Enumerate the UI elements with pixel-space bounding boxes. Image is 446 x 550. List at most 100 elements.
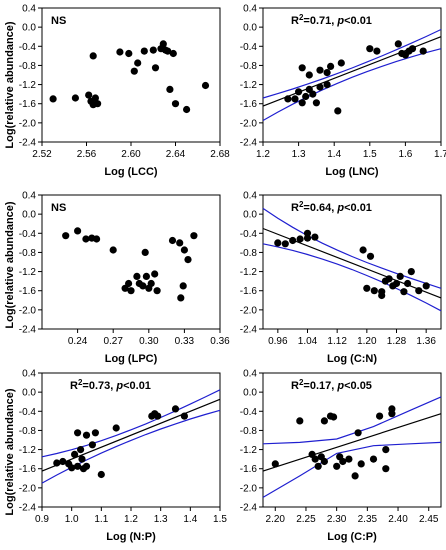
y-axis-label-middle: Log(relative abundance): [4, 201, 16, 328]
y-tick-label: -1.6: [240, 286, 258, 297]
ci-upper-line: [41, 389, 221, 458]
data-point: [180, 412, 188, 420]
data-point: [171, 405, 180, 413]
y-axis-label-top: Log(relative abundance): [4, 21, 16, 148]
data-point: [359, 246, 367, 254]
data-point: [296, 417, 304, 425]
data-point: [284, 95, 292, 103]
data-point: [327, 62, 335, 70]
x-tick-label: 2.35: [358, 514, 378, 525]
x-axis-label: Log (C:N): [327, 353, 377, 365]
y-tick-label: -0.8: [19, 61, 37, 72]
data-point: [68, 464, 76, 472]
x-axis-label: Log (LCC): [104, 166, 157, 178]
plot-frame: [41, 194, 221, 330]
data-point: [168, 236, 177, 245]
data-point: [309, 90, 317, 98]
y-tick-label: 0.0: [22, 23, 36, 34]
ci-lower-line: [41, 409, 221, 484]
x-tick-label: 1.2: [124, 514, 138, 525]
data-point: [153, 287, 161, 295]
ci-upper-line: [262, 396, 442, 445]
y-tick-label: -1.2: [240, 267, 258, 278]
ci-upper-line: [262, 207, 442, 289]
y-tick-label: -0.8: [240, 426, 258, 437]
y-tick-label: -2.4: [19, 325, 37, 336]
data-point: [274, 239, 282, 247]
x-tick-label: 2.25: [296, 514, 316, 525]
data-point: [190, 232, 198, 240]
data-point: [351, 472, 359, 480]
data-point: [134, 59, 142, 67]
data-point: [373, 47, 381, 55]
data-point: [370, 287, 378, 295]
data-point: [71, 450, 79, 458]
ci-lower-line: [262, 441, 442, 498]
y-tick-label: -2.0: [19, 483, 37, 494]
data-point: [408, 45, 417, 53]
data-point: [394, 40, 402, 48]
annotation-r2: R2=0.71, p<0.01: [291, 13, 372, 27]
annotation-ns: NS: [51, 15, 66, 27]
data-point: [330, 413, 338, 421]
data-point: [78, 455, 86, 463]
data-point: [151, 270, 159, 278]
x-tick-label: 1.20: [357, 336, 377, 347]
data-point: [82, 431, 91, 439]
y-tick-label: -2.0: [240, 118, 258, 129]
y-tick-label: -0.8: [19, 248, 37, 259]
y-tick-label: -1.2: [19, 445, 37, 456]
data-point: [289, 236, 297, 245]
x-tick-label: 0.27: [103, 336, 123, 347]
data-point: [74, 462, 82, 470]
data-point: [183, 105, 191, 114]
data-point: [77, 446, 85, 454]
annotation-r2: R2=0.73, p<0.01: [70, 378, 151, 392]
data-point: [125, 279, 133, 288]
y-tick-label: -2.4: [240, 503, 258, 514]
data-point: [303, 229, 312, 237]
data-point: [415, 287, 423, 295]
y-tick-label: -2.4: [19, 503, 37, 514]
data-point: [116, 48, 124, 56]
data-point: [147, 279, 155, 288]
data-point: [177, 294, 185, 302]
data-point: [97, 470, 105, 479]
data-point: [49, 95, 57, 103]
data-point: [127, 287, 135, 295]
x-tick-label: 1.28: [387, 336, 407, 347]
x-axis-label: Log (LNC): [325, 166, 378, 178]
data-point: [139, 282, 147, 290]
x-axis-label: Log (N:P): [106, 531, 156, 543]
data-point: [400, 288, 408, 296]
data-point: [291, 95, 299, 103]
regression-line: [262, 413, 442, 472]
ci-upper-line: [262, 28, 442, 99]
data-point: [419, 47, 427, 55]
y-tick-label: 0.0: [243, 388, 257, 399]
x-tick-label: 1.0: [65, 514, 79, 525]
data-point: [74, 429, 82, 437]
data-point: [141, 248, 149, 256]
data-point: [140, 47, 148, 55]
annotation-r2: R2=0.64, p<0.01: [291, 200, 372, 214]
data-point: [82, 235, 90, 243]
data-point: [345, 455, 353, 463]
data-point: [89, 52, 97, 60]
plot-frame: [262, 372, 442, 508]
data-point: [109, 246, 117, 254]
x-tick-label: 0.96: [268, 336, 288, 347]
data-point: [316, 66, 324, 74]
y-tick-label: 0.4: [243, 4, 257, 15]
data-point: [91, 94, 99, 102]
x-tick-label: 2.45: [419, 514, 439, 525]
y-tick-label: -2.0: [19, 118, 37, 129]
data-point: [85, 91, 93, 99]
data-point: [296, 235, 304, 243]
data-point: [271, 460, 279, 468]
x-tick-label: 1.1: [94, 514, 108, 525]
x-tick-label: 2.30: [327, 514, 347, 525]
data-point: [74, 227, 82, 235]
data-point: [169, 49, 177, 58]
x-tick-label: 2.68: [210, 149, 230, 160]
